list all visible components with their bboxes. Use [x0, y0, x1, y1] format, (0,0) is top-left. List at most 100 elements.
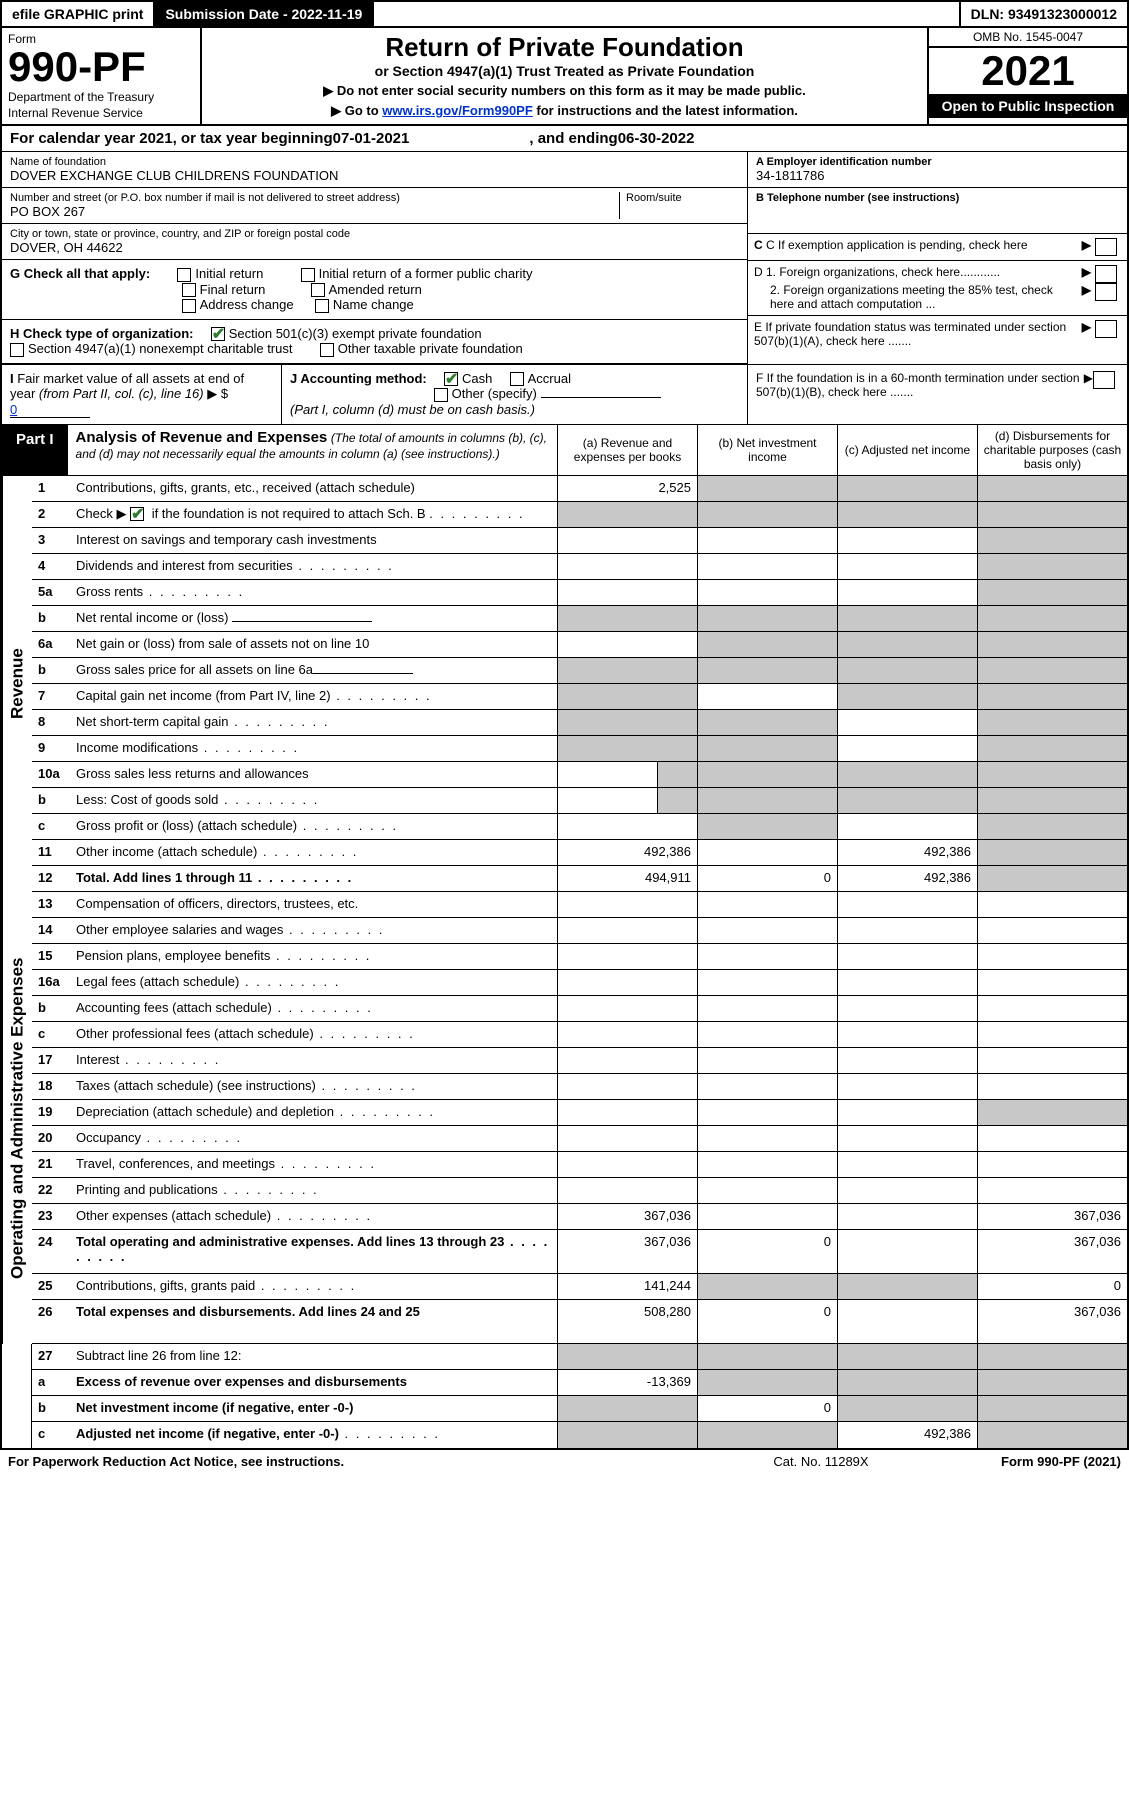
l11-c: 492,386: [837, 840, 977, 865]
line-16b: bAccounting fees (attach schedule): [32, 996, 1127, 1022]
checkbox-c[interactable]: [1095, 238, 1117, 256]
checkbox-initial-public[interactable]: [301, 268, 315, 282]
checkbox-d2[interactable]: [1095, 283, 1117, 301]
checkbox-other-method[interactable]: [434, 388, 448, 402]
header-left: Form 990-PF Department of the Treasury I…: [2, 28, 202, 124]
form-container: Form 990-PF Department of the Treasury I…: [0, 28, 1129, 1450]
line-7: 7 Capital gain net income (from Part IV,…: [32, 684, 1127, 710]
line-27: 27Subtract line 26 from line 12:: [32, 1344, 1127, 1370]
arrow-icon: ▶: [1082, 283, 1091, 311]
checkbox-cash[interactable]: [444, 372, 458, 386]
d-cell: D 1. Foreign organizations, check here..…: [748, 261, 1127, 316]
line-23: 23Other expenses (attach schedule)367,03…: [32, 1204, 1127, 1230]
expenses-side-label: Operating and Administrative Expenses: [2, 892, 32, 1344]
line-10c: c Gross profit or (loss) (attach schedul…: [32, 814, 1127, 840]
calendar-year-row: For calendar year 2021, or tax year begi…: [2, 126, 1127, 152]
revenue-side-label: Revenue: [2, 476, 32, 892]
l26-b: 0: [697, 1300, 837, 1343]
entity-info: Name of foundation DOVER EXCHANGE CLUB C…: [2, 152, 1127, 365]
line-15: 15Pension plans, employee benefits: [32, 944, 1127, 970]
checkbox-initial-return[interactable]: [177, 268, 191, 282]
g-opt-3: Initial return of a former public charit…: [319, 266, 533, 281]
header-right: OMB No. 1545-0047 2021 Open to Public In…: [927, 28, 1127, 124]
form990pf-link[interactable]: www.irs.gov/Form990PF: [382, 103, 533, 118]
line-11: 11 Other income (attach schedule) 492,38…: [32, 840, 1127, 866]
irs-label: Internal Revenue Service: [8, 106, 194, 120]
line-25: 25Contributions, gifts, grants paid141,2…: [32, 1274, 1127, 1300]
col-d-head: (d) Disbursements for charitable purpose…: [977, 425, 1127, 475]
checkbox-other-taxable[interactable]: [320, 343, 334, 357]
line-27b: bNet investment income (if negative, ent…: [32, 1396, 1127, 1422]
checkbox-d1[interactable]: [1095, 265, 1117, 283]
g-label: G Check all that apply:: [10, 266, 150, 281]
name-label: Name of foundation: [10, 156, 739, 168]
part1-title: Analysis of Revenue and Expenses: [76, 429, 328, 446]
j-label: J Accounting method:: [290, 371, 427, 386]
checkbox-e[interactable]: [1095, 320, 1117, 338]
j-note: (Part I, column (d) must be on cash basi…: [290, 402, 535, 417]
arrow-icon: ▶: [1082, 320, 1091, 334]
ijf-row: I Fair market value of all assets at end…: [2, 365, 1127, 425]
open-to-public: Open to Public Inspection: [929, 94, 1127, 118]
l12-c: 492,386: [837, 866, 977, 891]
g-opt-4: Amended return: [329, 282, 422, 297]
l24-d: 367,036: [977, 1230, 1127, 1273]
city-cell: City or town, state or province, country…: [2, 224, 747, 260]
f-label: F If the foundation is in a 60-month ter…: [756, 371, 1084, 399]
arrow-icon: ▶: [1082, 238, 1091, 252]
line-24: 24Total operating and administrative exp…: [32, 1230, 1127, 1274]
instr-1: ▶ Do not enter social security numbers o…: [212, 83, 917, 99]
g-opt-5: Name change: [333, 297, 414, 312]
room-label: Room/suite: [626, 192, 739, 204]
line-16c: cOther professional fees (attach schedul…: [32, 1022, 1127, 1048]
checkbox-f[interactable]: [1093, 371, 1115, 389]
form-header: Form 990-PF Department of the Treasury I…: [2, 28, 1127, 126]
topbar-spacer: [374, 2, 958, 26]
line-5a: 5a Gross rents: [32, 580, 1127, 606]
line-27c: cAdjusted net income (if negative, enter…: [32, 1422, 1127, 1448]
line-14: 14Other employee salaries and wages: [32, 918, 1127, 944]
h-opt-3: Other taxable private foundation: [338, 341, 523, 356]
addr-cell: Number and street (or P.O. box number if…: [2, 188, 747, 224]
footer-mid: Cat. No. 11289X: [721, 1454, 921, 1469]
line-18: 18Taxes (attach schedule) (see instructi…: [32, 1074, 1127, 1100]
form-number: 990-PF: [8, 46, 194, 88]
checkbox-4947a1[interactable]: [10, 343, 24, 357]
ein-label: A Employer identification number: [756, 156, 1119, 168]
line-17: 17Interest: [32, 1048, 1127, 1074]
line-26: 26Total expenses and disbursements. Add …: [32, 1300, 1127, 1344]
col-b-head: (b) Net investment income: [697, 425, 837, 475]
line-10b: b Less: Cost of goods sold: [32, 788, 1127, 814]
efile-print-button[interactable]: efile GRAPHIC print: [2, 2, 155, 26]
line-13: 13Compensation of officers, directors, t…: [32, 892, 1127, 918]
l23-d: 367,036: [977, 1204, 1127, 1229]
line-21: 21Travel, conferences, and meetings: [32, 1152, 1127, 1178]
addr-value: PO BOX 267: [10, 204, 619, 219]
checkbox-amended[interactable]: [311, 283, 325, 297]
checkbox-final-return[interactable]: [182, 283, 196, 297]
omb-number: OMB No. 1545-0047: [929, 28, 1127, 48]
footer-right: Form 990-PF (2021): [921, 1454, 1121, 1469]
section-g: G Check all that apply: Initial return I…: [2, 260, 747, 320]
fmv-value[interactable]: 0: [10, 402, 90, 418]
checkbox-501c3[interactable]: [211, 327, 225, 341]
e-cell: E If private foundation status was termi…: [748, 316, 1127, 352]
city-value: DOVER, OH 44622: [10, 240, 739, 255]
l23-a: 367,036: [557, 1204, 697, 1229]
checkbox-schb[interactable]: [130, 507, 144, 521]
ein-value: 34-1811786: [756, 168, 1119, 183]
name-cell: Name of foundation DOVER EXCHANGE CLUB C…: [2, 152, 747, 188]
h-opt-2: Section 4947(a)(1) nonexempt charitable …: [28, 341, 292, 356]
entity-right: A Employer identification number 34-1811…: [747, 152, 1127, 364]
footer: For Paperwork Reduction Act Notice, see …: [0, 1450, 1129, 1473]
l1-b: [697, 476, 837, 501]
checkbox-name-change[interactable]: [315, 299, 329, 313]
g-opt-1: Final return: [200, 282, 266, 297]
checkbox-address-change[interactable]: [182, 299, 196, 313]
ein-cell: A Employer identification number 34-1811…: [748, 152, 1127, 188]
dln-label: DLN: 93491323000012: [959, 2, 1127, 26]
l27b-b: 0: [697, 1396, 837, 1421]
foundation-name: DOVER EXCHANGE CLUB CHILDRENS FOUNDATION: [10, 168, 739, 183]
checkbox-accrual[interactable]: [510, 372, 524, 386]
c-cell: C C If exemption application is pending,…: [748, 234, 1127, 261]
